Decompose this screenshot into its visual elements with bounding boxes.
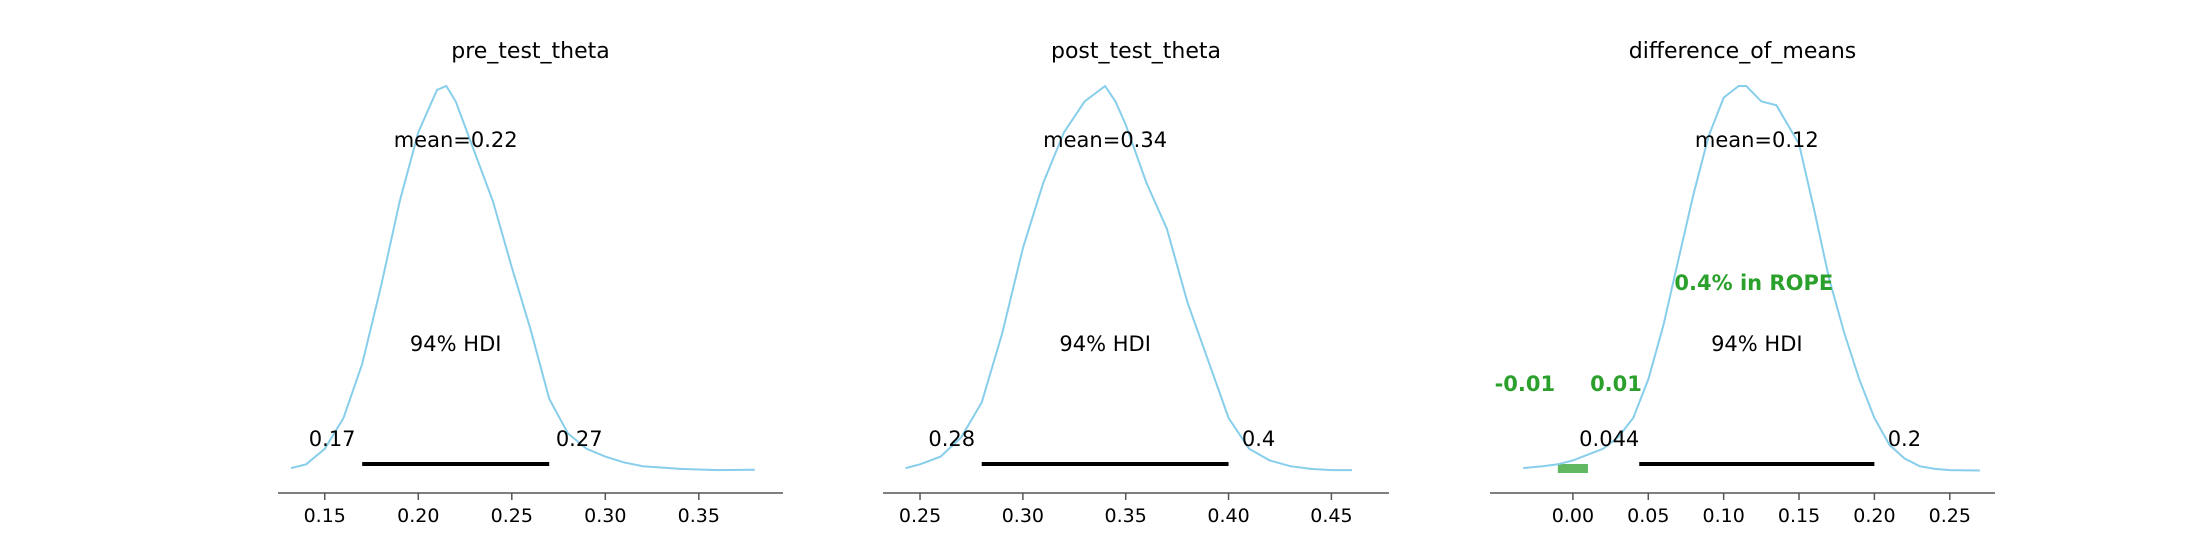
hdi-text: 94% HDI [1059,332,1151,356]
rope-percentage-label: 0.4% in ROPE [1674,271,1833,295]
x-tick-label: 0.25 [1929,505,1971,527]
hdi-text: 94% HDI [410,332,502,356]
hdi-lower-label: 0.28 [928,427,975,451]
x-tick-label: 0.30 [584,505,626,527]
x-tick-label: 0.15 [1778,505,1820,527]
x-tick-label: 0.25 [491,505,533,527]
chart-title: pre_test_theta [451,39,610,64]
mean-label: mean=0.34 [1043,128,1167,152]
x-tick-label: 0.40 [1207,505,1249,527]
x-tick-label: 0.35 [1105,505,1147,527]
hdi-upper-label: 0.27 [556,427,603,451]
x-tick-label: 0.00 [1552,505,1594,527]
chart-title: difference_of_means [1629,39,1857,64]
x-tick-label: 0.20 [1853,505,1895,527]
x-tick-label: 0.15 [304,505,346,527]
chart-title: post_test_theta [1051,39,1221,64]
hdi-upper-label: 0.4 [1242,427,1275,451]
x-tick-label: 0.25 [899,505,941,527]
mean-label: mean=0.22 [394,128,518,152]
hdi-lower-label: 0.17 [309,427,356,451]
hdi-lower-label: 0.044 [1579,427,1639,451]
posterior-density-curve [290,84,755,472]
hdi-text: 94% HDI [1711,332,1803,356]
x-tick-label: 0.45 [1310,505,1352,527]
x-tick-label: 0.30 [1002,505,1044,527]
panel-pre_test_theta [278,84,783,500]
panel-difference_of_means [1490,85,1995,500]
rope-lower-label: -0.01 [1495,372,1556,396]
posterior-density-curve [1523,85,1980,472]
posterior-density-curve [905,84,1352,472]
x-tick-label: 0.35 [678,505,720,527]
panel-post_test_theta [883,84,1389,500]
hdi-upper-label: 0.2 [1888,427,1921,451]
rope-upper-label: 0.01 [1590,372,1642,396]
x-tick-label: 0.05 [1627,505,1669,527]
x-tick-label: 0.10 [1703,505,1745,527]
rope-band [1557,464,1588,473]
mean-label: mean=0.12 [1695,128,1819,152]
x-tick-label: 0.20 [397,505,439,527]
